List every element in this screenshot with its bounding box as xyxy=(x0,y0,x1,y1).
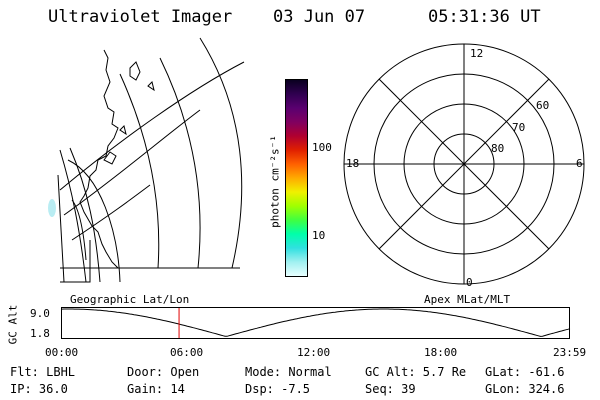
info-seq: Seq: 39 xyxy=(365,382,416,396)
info-mode: Mode: Normal xyxy=(245,365,332,379)
lon-line-2 xyxy=(63,109,201,216)
timeline-xtick-2: 12:00 xyxy=(297,346,331,359)
mlat-label-60: 60 xyxy=(536,99,550,112)
mlt-label-6: 6 xyxy=(576,157,583,170)
lat-arc-2 xyxy=(159,57,201,269)
info-gc-alt: GC Alt: 5.7 Re xyxy=(365,365,467,379)
timeline-xtick-3: 18:00 xyxy=(424,346,458,359)
colorbar xyxy=(285,79,308,277)
polar-plot xyxy=(343,43,585,285)
colorbar-unit-label: photon cm⁻²s⁻¹ xyxy=(268,135,282,228)
timeline-plot xyxy=(61,307,571,339)
inner-arc-2 xyxy=(69,147,101,283)
timeline-frame xyxy=(61,307,570,339)
altitude-curve xyxy=(61,308,571,337)
inner-arc-1 xyxy=(59,149,87,283)
colorbar-gradient xyxy=(286,80,307,276)
date-label: 03 Jun 07 xyxy=(273,7,366,27)
instrument-title: Ultraviolet Imager xyxy=(48,7,233,27)
mlt-label-0: 0 xyxy=(466,276,473,289)
aurora-glow xyxy=(48,199,56,217)
timeline-left-title: Geographic Lat/Lon xyxy=(70,293,190,306)
coastline xyxy=(79,49,119,269)
map-bottom-frame xyxy=(60,240,91,283)
lat-arc-1 xyxy=(199,37,243,269)
mlt-label-18: 18 xyxy=(346,157,360,170)
timeline-xtick-4: 23:59 xyxy=(553,346,587,359)
info-door: Door: Open xyxy=(127,365,200,379)
lon-line-3 xyxy=(71,184,151,241)
inner-arc-5 xyxy=(71,199,87,261)
time-label: 05:31:36 UT xyxy=(428,7,541,27)
mlt-diag-2 xyxy=(378,78,550,250)
coastline-2 xyxy=(103,61,155,165)
colorbar-tick-100: 100 xyxy=(312,141,332,154)
mlat-label-80: 80 xyxy=(491,142,505,155)
timeline-ylabel: GC Alt xyxy=(6,304,20,345)
inner-arc-4 xyxy=(67,159,121,283)
info-glon: GLon: 324.6 xyxy=(485,382,565,396)
timeline-xtick-0: 00:00 xyxy=(45,346,79,359)
mlt-label-12: 12 xyxy=(470,47,484,60)
info-ip: IP: 36.0 xyxy=(10,382,68,396)
lat-arc-3 xyxy=(119,73,160,269)
timeline-right-title: Apex MLat/MLT xyxy=(424,293,511,306)
colorbar-tick-10: 10 xyxy=(312,229,326,242)
lon-line-1 xyxy=(59,61,245,191)
info-dsp: Dsp: -7.5 xyxy=(245,382,311,396)
timeline-ytick-bottom: 1.8 xyxy=(30,327,50,340)
geographic-map xyxy=(48,37,245,283)
mlat-label-70: 70 xyxy=(512,121,526,134)
inner-arc-3 xyxy=(57,174,65,283)
timeline-xtick-1: 06:00 xyxy=(170,346,204,359)
timeline-ytick-top: 9.0 xyxy=(30,307,50,320)
info-gain: Gain: 14 xyxy=(127,382,185,396)
info-filter: Flt: LBHL xyxy=(10,365,76,379)
info-glat: GLat: -61.6 xyxy=(485,365,565,379)
